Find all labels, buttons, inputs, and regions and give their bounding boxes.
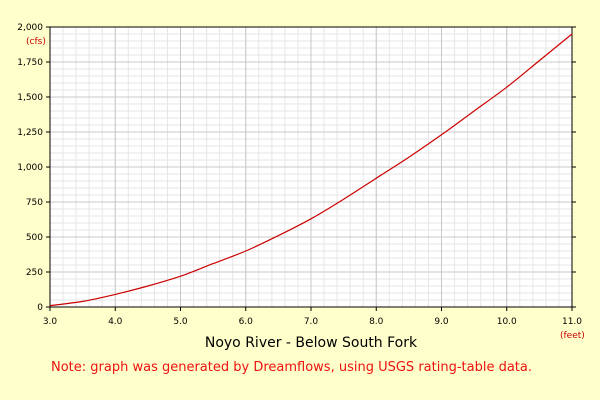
x-tick-label: 10.0 bbox=[497, 317, 517, 327]
y-tick-label: 1,250 bbox=[17, 128, 43, 138]
tick-marks bbox=[46, 26, 576, 311]
y-tick-labels: 0 250 500 750 1,000 1,250 1,500 1,750 2,000 bbox=[17, 23, 43, 313]
x-tick-label: 4.0 bbox=[108, 317, 123, 327]
x-tick-labels: 3.0 4.0 5.0 6.0 7.0 8.0 9.0 10.0 11.0 bbox=[43, 317, 582, 327]
y-tick-label: 0 bbox=[37, 303, 43, 313]
series-line bbox=[49, 33, 573, 307]
y-tick-label: 1,750 bbox=[17, 58, 43, 68]
x-tick-label: 5.0 bbox=[173, 317, 188, 327]
x-tick-label: 11.0 bbox=[562, 317, 582, 327]
y-tick-label: 500 bbox=[26, 233, 43, 243]
x-tick-label: 7.0 bbox=[304, 317, 319, 327]
y-tick-label: 2,000 bbox=[17, 23, 43, 33]
y-tick-label: 750 bbox=[26, 198, 43, 208]
y-unit-label: (cfs) bbox=[26, 37, 46, 47]
x-unit-label: (feet) bbox=[560, 331, 585, 341]
y-tick-label: 1,500 bbox=[17, 93, 43, 103]
y-tick-label: 1,000 bbox=[17, 163, 43, 173]
x-tick-label: 3.0 bbox=[43, 317, 58, 327]
footnote: Note: graph was generated by Dreamflows,… bbox=[51, 360, 532, 375]
x-tick-label: 9.0 bbox=[434, 317, 449, 327]
chart-title: Noyo River - Below South Fork bbox=[205, 335, 418, 351]
x-tick-label: 8.0 bbox=[369, 317, 384, 327]
x-tick-label: 6.0 bbox=[239, 317, 254, 327]
y-tick-label: 250 bbox=[26, 268, 43, 278]
